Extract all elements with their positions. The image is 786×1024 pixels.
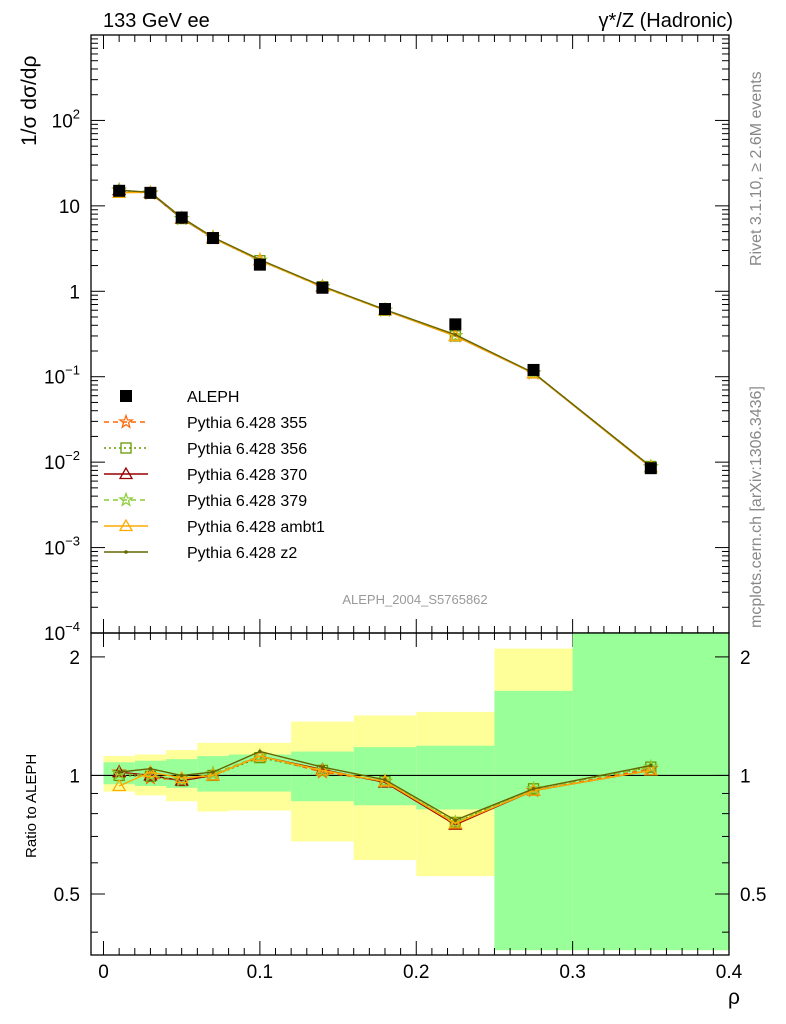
main-series-4-point-7: [448, 328, 463, 342]
ratio-series-4-point-2: [174, 770, 189, 784]
ratio-series-5-point-6: [383, 777, 387, 782]
xtick-label: 0.3: [559, 962, 585, 983]
main-ytick-label: 1: [69, 282, 80, 303]
ratio-ytick-label: 0.5: [54, 885, 80, 906]
ratio-series-4-point-4: [252, 748, 268, 762]
ratio-series-5-point-0: [117, 770, 121, 774]
data-point-9: [644, 462, 657, 475]
data-point-7: [449, 318, 462, 331]
ratio-series-line-5: [119, 750, 651, 821]
ratio-ytick-label-right: 2: [740, 648, 751, 669]
rivet-version-label: Rivet 3.1.10, ≥ 2.6M events: [748, 71, 765, 266]
ratio-ytick-label: 2: [69, 648, 80, 669]
main-ytick-label: 102: [52, 106, 80, 132]
main-ytick-label: 10−2: [44, 448, 80, 474]
main-series-5-point-7: [453, 332, 458, 337]
header-right-title: γ*/Z (Hadronic): [599, 10, 733, 32]
main-ytick-base: 10: [44, 539, 65, 560]
main-ytick-exponent: −2: [65, 448, 80, 463]
xtick-label: 0: [98, 962, 109, 983]
legend-label-4: Pythia 6.428 ambt1: [187, 519, 325, 536]
ratio-series-4-point-5: [315, 763, 330, 776]
ratio-band-stat-9: [572, 633, 729, 951]
ratio-series-3-point-9: [642, 758, 659, 774]
ratio-band-stat-5: [291, 751, 354, 802]
main-ytick-label: 10−3: [44, 534, 80, 560]
legend: ALEPH Pythia 6.428 355 Pythia 6.428 356 Pyt…: [104, 389, 325, 562]
xtick-label: 0.4: [716, 962, 743, 983]
main-ytick-base: 10: [44, 368, 65, 389]
data-point-5: [316, 281, 329, 294]
header-left-title: 133 GeV ee: [103, 10, 210, 32]
data-point-6: [378, 303, 391, 316]
legend-marker-4: [118, 518, 134, 532]
legend-label-0: Pythia 6.428 355: [187, 415, 307, 432]
analysis-watermark: ALEPH_2004_S5765862: [342, 592, 487, 607]
x-axis-label: ρ: [728, 986, 740, 1009]
legend-marker-0: [118, 413, 134, 429]
ratio-series-4-point-9: [643, 763, 658, 776]
main-ytick-base: 10: [44, 453, 65, 474]
ratio-series-3-point-8: [525, 780, 542, 796]
legend-label-1: Pythia 6.428 356: [187, 441, 307, 458]
legend-marker-2: [118, 466, 134, 480]
main-ytick-label: 10−4: [44, 619, 80, 645]
legend-marker-5: [124, 550, 128, 554]
main-ytick-base: 1: [69, 282, 80, 303]
ratio-y-axis-label: Ratio to ALEPH: [23, 754, 40, 858]
ratio-series-3-point-3: [205, 765, 221, 781]
ratio-band-stat-7: [416, 745, 495, 810]
data-point-0: [113, 184, 126, 197]
ratio-series-5-point-7: [453, 818, 458, 822]
xtick-label: 0.2: [403, 962, 429, 983]
ratio-series-5-point-5: [320, 765, 325, 769]
data-point-2: [175, 211, 188, 224]
main-ytick-exponent: −4: [65, 619, 80, 634]
main-ytick-label: 10: [59, 197, 80, 218]
legend-marker-3: [118, 491, 134, 507]
ratio-frame: [90, 632, 730, 956]
main-ytick-base: 10: [59, 197, 80, 218]
legend-label-3: Pythia 6.428 379: [187, 493, 307, 510]
ratio-series-5-point-9: [649, 763, 653, 768]
ratio-series-4-point-7: [448, 816, 463, 829]
legend-label-data: ALEPH: [187, 389, 239, 406]
data-point-1: [144, 186, 157, 199]
data-point-8: [527, 363, 540, 376]
ratio-ytick-label-right: 1: [740, 766, 751, 787]
ratio-ytick-label-right: 0.5: [740, 885, 766, 906]
ratio-series-5-point-2: [179, 773, 184, 778]
main-series-line-5: [119, 189, 652, 468]
ratio-series-4-point-0: [112, 778, 127, 792]
data-point-4: [253, 258, 266, 271]
legend-marker-data: [120, 390, 132, 402]
source-label: mcplots.cern.ch [arXiv:1306.3436]: [748, 386, 765, 628]
ratio-series-5-point-3: [211, 770, 215, 774]
main-ytick-exponent: −3: [65, 534, 80, 549]
main-y-axis-label: 1/σ dσ/dρ: [18, 56, 41, 146]
ratio-series-4-point-1: [143, 764, 158, 778]
main-ytick-exponent: −1: [65, 363, 80, 378]
xtick-label: 0.1: [247, 962, 273, 983]
ratio-series-line-4: [118, 755, 651, 825]
main-ytick-base: 10: [52, 111, 73, 132]
legend-marker-1: [120, 442, 132, 454]
legend-label-2: Pythia 6.428 370: [187, 467, 307, 484]
ratio-series-5-point-4: [258, 749, 262, 754]
main-ytick-base: 10: [44, 624, 65, 645]
ratio-panel: 0 0.1 0.2 0.3 0.4 0.5 0.5 1 1 2 2: [54, 632, 766, 983]
main-ytick-label: 10−1: [44, 363, 80, 389]
ratio-ytick-label: 1: [69, 766, 80, 787]
ratio-series-4-point-3: [205, 768, 221, 781]
ratio-series-line-3: [119, 755, 651, 824]
ratio-band-stat-8: [494, 690, 573, 951]
ratio-series-5-point-8: [531, 786, 536, 791]
ratio-series-5-point-1: [148, 766, 153, 771]
data-point-3: [206, 232, 219, 245]
legend-label-5: Pythia 6.428 z2: [187, 545, 297, 562]
main-frame: [90, 34, 730, 634]
main-ytick-exponent: 2: [73, 106, 80, 121]
